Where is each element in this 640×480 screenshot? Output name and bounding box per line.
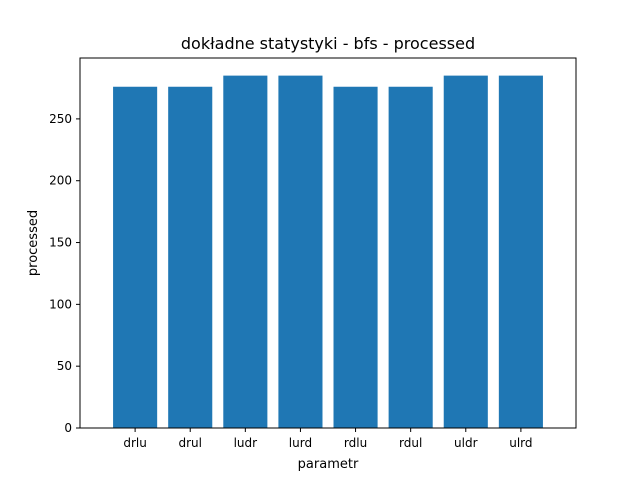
bar-ludr: [223, 75, 268, 429]
y-axis-label: processed: [26, 210, 41, 276]
x-tick-label: lurd: [289, 436, 312, 450]
bar-rdul: [388, 86, 433, 428]
x-tick-label: rdul: [399, 436, 422, 450]
y-tick-label: 100: [49, 297, 72, 311]
bar-rdlu: [333, 86, 378, 428]
y-tick-label: 50: [57, 359, 72, 373]
x-tick-label: drlu: [123, 436, 147, 450]
bar-ulrd: [498, 75, 543, 429]
y-tick-label: 200: [49, 174, 72, 188]
x-axis-label: parametr: [298, 457, 359, 472]
x-tick-label: drul: [178, 436, 202, 450]
x-tick-label: rdlu: [344, 436, 367, 450]
x-tick-label: ludr: [234, 436, 258, 450]
bar-drlu: [113, 86, 158, 428]
x-tick-label: uldr: [454, 436, 478, 450]
bars-group: [113, 75, 543, 429]
y-tick-label: 250: [49, 112, 72, 126]
bar-uldr: [443, 75, 488, 429]
bar-lurd: [278, 75, 323, 429]
y-tick-label: 0: [64, 421, 72, 435]
x-axis-ticks: drlu drul ludr lurd rdlu rdul uldr ulrd: [123, 428, 533, 450]
x-tick-label: ulrd: [509, 436, 532, 450]
chart-title: dokładne statystyki - bfs - processed: [181, 34, 475, 53]
plot-frame: [79, 57, 577, 429]
bar-drul: [168, 86, 213, 428]
y-axis-ticks: 0 50 100 150 200 250: [49, 112, 80, 435]
y-tick-label: 150: [49, 236, 72, 250]
